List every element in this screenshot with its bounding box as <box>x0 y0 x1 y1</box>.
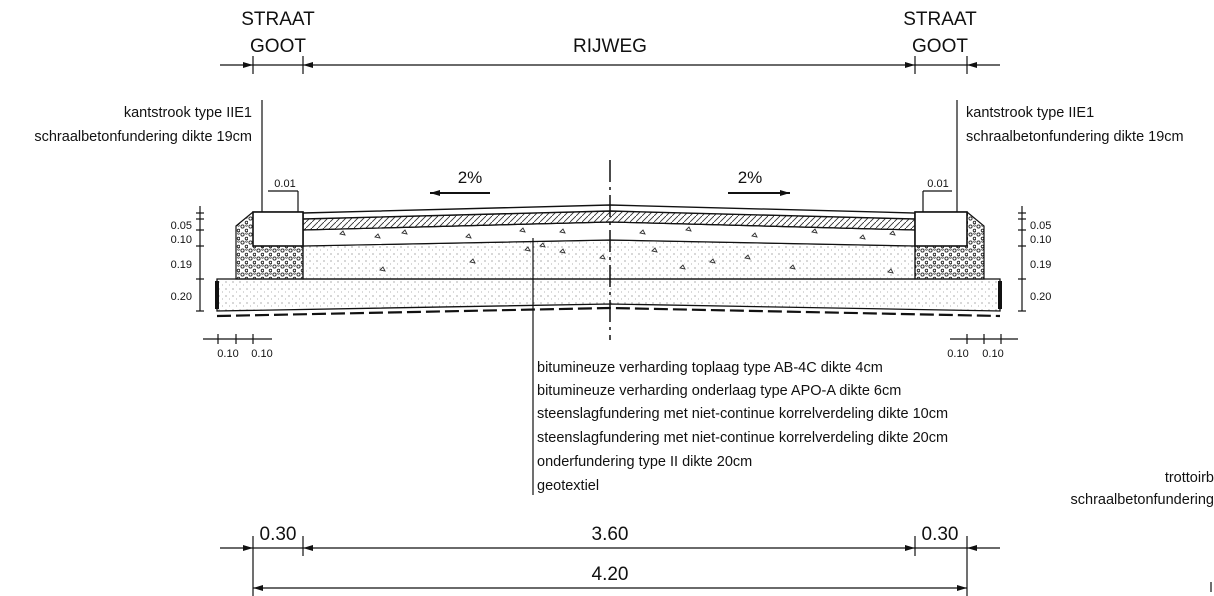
thickness-right-0.05: 0.05 <box>1030 220 1051 232</box>
thickness-left-0.10: 0.10 <box>171 234 192 246</box>
slope-left: 2% <box>430 168 490 196</box>
thickness-right-0.10: 0.10 <box>1030 234 1051 246</box>
right-curb-foundation: schraalbetonfundering dikte 19cm <box>966 129 1184 145</box>
right-goot-label: GOOT <box>912 36 968 57</box>
small-widths-right: 0.10 0.10 <box>947 334 1018 360</box>
gap-left-value: 0.01 <box>274 178 295 190</box>
header-labels: STRAAT GOOT RIJWEG STRAAT GOOT <box>241 9 977 57</box>
dim-right-gutter: 0.30 <box>922 524 959 545</box>
sub-base-layer <box>216 278 1001 312</box>
top-dimension-line <box>220 56 1000 74</box>
left-curb <box>252 211 304 247</box>
sub-base-edge-left <box>215 281 219 309</box>
slope-left-value: 2% <box>458 168 483 187</box>
right-straat-label: STRAAT <box>903 9 977 30</box>
cut-off-note-line1: trottoirb <box>1165 470 1214 486</box>
slope-right-value: 2% <box>738 168 763 187</box>
right-curb-type: kantstrook type IIE1 <box>966 105 1094 121</box>
bottom-total-dimension: 4.20 <box>253 564 967 591</box>
bottom-dimension-row: 0.30 3.60 0.30 <box>220 524 1000 596</box>
cut-off-note-line2: schraalbetonfundering <box>1071 492 1214 508</box>
left-goot-label: GOOT <box>250 36 306 57</box>
aggregate-marks <box>339 226 896 274</box>
legend-item-3: steenslagfundering met niet-continue kor… <box>537 406 948 422</box>
small-widths-left: 0.10 0.10 <box>203 334 273 360</box>
legend-item-1: bitumineuze verharding toplaag type AB-4… <box>537 360 883 376</box>
cut-off-note: trottoirb schraalbetonfundering <box>1071 470 1214 592</box>
small-width-right-1: 0.10 <box>947 348 968 360</box>
legend-item-4: steenslagfundering met niet-continue kor… <box>537 430 948 446</box>
dim-total: 4.20 <box>592 564 629 585</box>
thickness-left-0.20: 0.20 <box>171 291 192 303</box>
small-width-left-1: 0.10 <box>217 348 238 360</box>
legend-item-2: bitumineuze verharding onderlaag type AP… <box>537 383 901 399</box>
legend-item-5: onderfundering type II dikte 20cm <box>537 454 752 470</box>
cross-section <box>215 160 1002 340</box>
slope-right: 2% <box>728 168 790 196</box>
layer-thickness-right: 0.05 0.10 0.19 0.20 <box>1018 206 1051 312</box>
left-straat-label: STRAAT <box>241 9 315 30</box>
small-width-left-2: 0.10 <box>251 348 272 360</box>
dim-left-gutter: 0.30 <box>260 524 297 545</box>
left-curb-type: kantstrook type IIE1 <box>124 105 252 121</box>
legend-item-6: geotextiel <box>537 478 599 494</box>
dim-carriageway: 3.60 <box>592 524 629 545</box>
right-curb-note: kantstrook type IIE1 schraalbetonfunderi… <box>956 100 1184 248</box>
left-curb-note: kantstrook type IIE1 schraalbetonfunderi… <box>34 100 263 248</box>
thickness-right-0.20: 0.20 <box>1030 291 1051 303</box>
layer-legend: bitumineuze verharding toplaag type AB-4… <box>532 238 948 495</box>
sub-base-edge-right <box>998 281 1002 309</box>
left-curb-foundation: schraalbetonfundering dikte 19cm <box>34 129 252 145</box>
foundation-layer-lower <box>302 239 916 280</box>
layer-thickness-left: 0.05 0.10 0.19 0.20 <box>171 206 204 312</box>
right-curb <box>914 211 968 247</box>
thickness-left-0.05: 0.05 <box>171 220 192 232</box>
rijweg-label: RIJWEG <box>573 36 647 57</box>
gap-right-value: 0.01 <box>927 178 948 190</box>
small-width-right-2: 0.10 <box>982 348 1003 360</box>
thickness-right-0.19: 0.19 <box>1030 259 1051 271</box>
thickness-left-0.19: 0.19 <box>171 259 192 271</box>
